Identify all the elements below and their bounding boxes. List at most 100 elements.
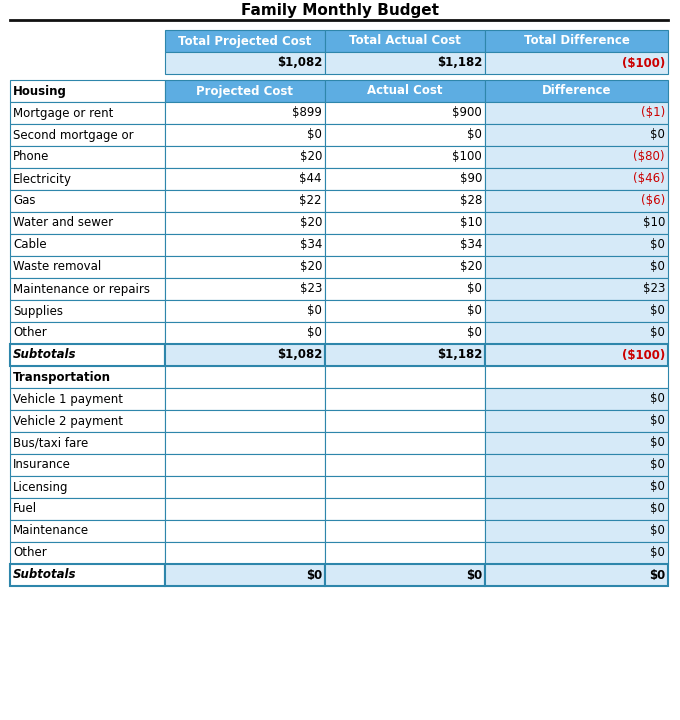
Text: $10: $10	[643, 217, 665, 230]
Bar	[165, 212, 325, 234]
Bar	[10, 256, 165, 278]
Bar	[485, 542, 668, 564]
Text: Subtotals: Subtotals	[13, 348, 76, 361]
Bar	[10, 102, 165, 124]
Bar	[485, 322, 668, 344]
Text: $0: $0	[306, 569, 322, 582]
Bar	[485, 278, 668, 300]
Bar	[325, 454, 485, 476]
Bar	[10, 498, 165, 520]
Bar	[165, 344, 325, 366]
Text: ($100): ($100)	[622, 56, 665, 70]
Bar	[165, 278, 325, 300]
Text: Maintenance: Maintenance	[13, 524, 89, 538]
Text: $1,182: $1,182	[437, 348, 482, 361]
Bar	[165, 366, 325, 388]
Bar	[325, 102, 485, 124]
Bar	[165, 256, 325, 278]
Text: Other: Other	[13, 546, 47, 559]
Text: $0: $0	[650, 305, 665, 318]
Text: $899: $899	[292, 107, 322, 120]
Text: $0: $0	[650, 128, 665, 142]
Bar	[165, 30, 325, 52]
Text: $34: $34	[460, 238, 482, 251]
Bar	[485, 80, 668, 102]
Text: $0: $0	[467, 128, 482, 142]
Bar	[325, 476, 485, 498]
Bar	[325, 52, 485, 74]
Bar	[325, 168, 485, 190]
Text: $28: $28	[460, 194, 482, 207]
Text: $0: $0	[650, 238, 665, 251]
Text: $23: $23	[643, 282, 665, 295]
Bar	[10, 542, 165, 564]
Bar	[10, 190, 165, 212]
Text: $10: $10	[460, 217, 482, 230]
Bar	[10, 432, 165, 454]
Text: $0: $0	[307, 305, 322, 318]
Text: $0: $0	[650, 261, 665, 274]
Text: Second mortgage or: Second mortgage or	[13, 128, 134, 142]
Bar	[10, 212, 165, 234]
Bar	[10, 322, 165, 344]
Bar	[485, 498, 668, 520]
Text: $0: $0	[650, 436, 665, 449]
Bar	[325, 498, 485, 520]
Text: ($100): ($100)	[622, 348, 665, 361]
Bar	[485, 344, 668, 366]
Text: $0: $0	[466, 569, 482, 582]
Bar	[10, 300, 165, 322]
Bar	[485, 410, 668, 432]
Text: Electricity: Electricity	[13, 173, 72, 186]
Text: $1,082: $1,082	[277, 348, 322, 361]
Bar	[485, 432, 668, 454]
Bar	[485, 564, 668, 586]
Bar	[485, 30, 668, 52]
Bar	[325, 564, 485, 586]
Text: ($1): ($1)	[641, 107, 665, 120]
Bar	[325, 80, 485, 102]
Text: $900: $900	[452, 107, 482, 120]
Text: $20: $20	[300, 261, 322, 274]
Text: $90: $90	[460, 173, 482, 186]
Bar	[165, 124, 325, 146]
Bar	[325, 322, 485, 344]
Text: Actual Cost: Actual Cost	[367, 84, 443, 97]
Bar	[165, 410, 325, 432]
Bar	[325, 520, 485, 542]
Bar	[10, 564, 165, 586]
Bar	[485, 366, 668, 388]
Bar	[10, 454, 165, 476]
Bar	[485, 300, 668, 322]
Bar	[165, 190, 325, 212]
Bar	[325, 388, 485, 410]
Text: $0: $0	[467, 305, 482, 318]
Text: $0: $0	[650, 326, 665, 340]
Text: $0: $0	[467, 282, 482, 295]
Bar	[485, 168, 668, 190]
Text: Total Difference: Total Difference	[524, 35, 630, 48]
Bar	[485, 190, 668, 212]
Bar	[10, 520, 165, 542]
Text: $22: $22	[299, 194, 322, 207]
Bar	[325, 256, 485, 278]
Bar	[325, 212, 485, 234]
Text: $0: $0	[650, 546, 665, 559]
Bar	[485, 146, 668, 168]
Text: $0: $0	[650, 459, 665, 472]
Bar	[325, 366, 485, 388]
Text: $20: $20	[460, 261, 482, 274]
Text: ($80): ($80)	[634, 150, 665, 163]
Bar	[485, 52, 668, 74]
Bar	[165, 168, 325, 190]
Text: $100: $100	[452, 150, 482, 163]
Text: $0: $0	[307, 128, 322, 142]
Bar	[165, 454, 325, 476]
Text: Mortgage or rent: Mortgage or rent	[13, 107, 114, 120]
Text: Cable: Cable	[13, 238, 47, 251]
Bar	[10, 366, 165, 388]
Text: $1,182: $1,182	[437, 56, 482, 70]
Text: Licensing: Licensing	[13, 480, 69, 493]
Bar	[165, 388, 325, 410]
Bar	[10, 388, 165, 410]
